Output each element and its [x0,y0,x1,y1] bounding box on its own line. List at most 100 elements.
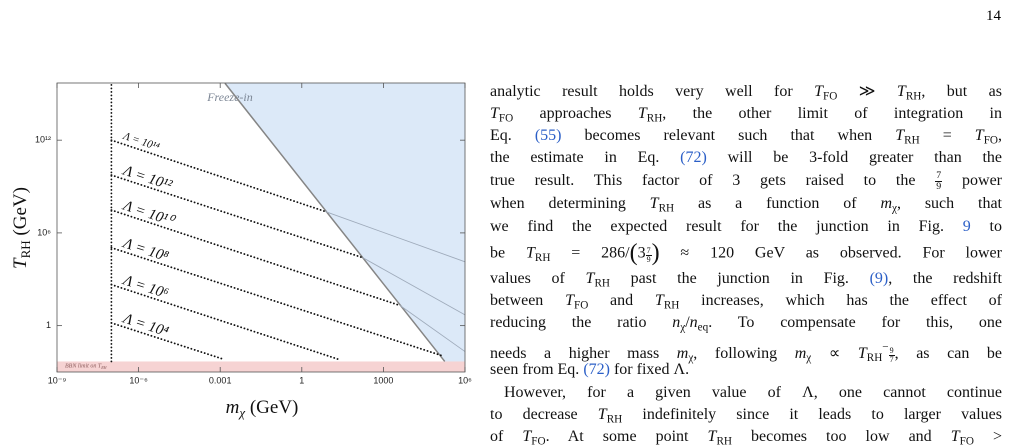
text-line: needs a higher mass mχ, following mχ ∝ T… [490,336,1002,364]
text-sub: χ [680,321,686,334]
text-big: ( [629,240,638,266]
text-sub: eq [697,321,709,334]
text-i: T [585,270,595,287]
text-run: = 286/ [550,244,630,262]
line-thin [325,211,466,263]
text-run: = [919,127,975,144]
text-run: . To compensate for this, one [708,314,1003,331]
text-run: 3 [637,244,646,262]
y-tick-label: 10¹² [35,135,51,145]
bbn-band [57,361,465,372]
text-run: ≫ [837,83,897,100]
text-run: becomes relevant such that when [561,127,896,144]
text-line: However, for a given value of Λ, one can… [490,382,1002,404]
text-i: T [597,406,607,423]
text-run: , [998,127,1002,144]
plot-frame [56,82,466,373]
y-label-symbol: T [10,257,31,269]
text-i: m [880,195,893,212]
x-tick-label: 0.001 [209,375,232,385]
line-thin [399,305,466,352]
text-line: TFO approaches TRH, the other limit of i… [490,103,1002,125]
numerator: 7 [645,245,652,256]
text-run: , following [693,344,795,362]
text-sub: RH [534,251,551,264]
text-run: to decrease [490,406,598,423]
numerator: 7 [935,169,943,182]
text-i: T [654,292,664,309]
text-line: be TRH = 286/(3 7 9) ≈ 120 GeV as observed… [490,240,1002,266]
text-sub: FO [959,435,974,448]
text-sub: RH [606,413,623,426]
x-tick-label: 10⁻⁶ [129,375,148,385]
text-run: indefinitely since it leads to larger va… [622,406,1002,423]
text-run: , as can be [894,344,1003,362]
y-label-unit: (GeV) [10,187,31,240]
text-run: power [942,172,1002,189]
text-big: ) [651,240,660,266]
text-sub: RH [658,202,675,215]
x-tick-label: 1000 [373,375,393,385]
text-run: values of [490,270,586,287]
text-i: T [895,127,905,144]
text-link: (55) [534,127,562,144]
line-thin [362,257,466,316]
text-line: seen from Eq. (72) for fixed Λ. [490,359,1002,381]
y-label-sub: RH [18,240,33,258]
text-i: m [676,344,689,362]
text-run: approaches [513,105,638,122]
text-sub: FO [983,134,998,147]
text-i: T [896,83,906,100]
denominator: 7 [889,355,894,365]
text-run: between [490,292,566,309]
region-label: Freeze-in [206,90,253,104]
text-line: between TFO and TRH increases, which has… [490,290,1002,312]
text-run: we find the expected result for the junc… [490,218,963,235]
text-run: to [970,218,1002,235]
text-run: as a function of [674,195,881,212]
text-run: past the junction in Fig. [610,270,870,287]
text-i: T [649,195,659,212]
text-run: reducing the ratio [490,314,673,331]
line-dotted [110,174,364,259]
text-run: of [490,428,523,445]
text-run: increases, which has the effect of [679,292,1002,309]
text-line: of TFO. At some point TRH becomes too lo… [490,426,1002,448]
text-run: , the redshift [888,270,1002,287]
text-run: / [685,314,690,331]
line-dotted [110,283,340,361]
text-i: n [672,314,681,331]
text-sub: RH [716,435,732,448]
text-sub: FO [531,435,546,448]
text-run: Eq. [490,127,535,144]
bbn-symbol: T [98,364,102,370]
x-label-symbol: m [226,397,240,418]
text-run: , but as [921,83,1002,100]
page-number: 14 [986,8,1001,24]
bbn-sub: RH [100,365,107,370]
text-run: becomes too low and [732,428,951,445]
text-i: T [814,83,823,100]
text-run: , such that [896,195,1003,212]
lambda-label: Λ = 10⁶ [119,272,170,302]
text-i: T [950,428,960,445]
text-i: T [637,105,647,122]
text-link: 9 [962,218,971,235]
x-tick-label: 10⁶ [458,375,472,385]
text-sub: RH [904,134,920,147]
text-line: true result. This factor of 3 gets raise… [490,170,1002,192]
text-sub: RH [594,277,610,290]
text-link: (9) [869,270,889,287]
text-i: m [794,344,807,362]
text-run: seen from Eq. [490,361,584,378]
text-sub: RH [905,90,922,103]
text-i: T [857,344,867,362]
text-run: when determining [490,195,650,212]
text-line: the estimate in Eq. (72) will be 3-fold … [490,147,1002,169]
text-sub: RH [866,352,883,365]
text-i: T [490,105,499,122]
